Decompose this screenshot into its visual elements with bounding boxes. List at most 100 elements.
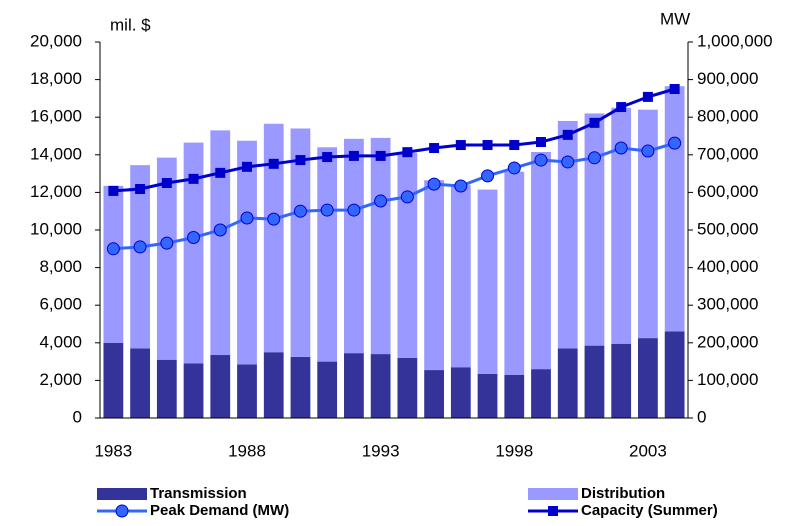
legend-label: Transmission <box>150 485 247 502</box>
point <box>455 140 466 151</box>
point <box>215 167 226 178</box>
bar <box>183 363 204 418</box>
bar <box>611 343 632 418</box>
bar <box>237 140 257 365</box>
x-tick-label: 1988 <box>228 441 266 460</box>
y-tick-label: 14,000 <box>30 144 82 163</box>
bar <box>130 165 150 349</box>
y2-tick-label: 900,000 <box>697 69 758 88</box>
legend-swatch <box>97 488 147 500</box>
x-tick-label: 1993 <box>362 441 400 460</box>
point <box>348 150 359 161</box>
point <box>267 212 281 226</box>
bar <box>584 345 605 418</box>
y2-tick-label: 700,000 <box>697 144 758 163</box>
bar <box>450 184 471 368</box>
bar <box>210 130 231 356</box>
point <box>642 91 653 102</box>
line <box>113 141 676 251</box>
point <box>108 185 119 196</box>
bar <box>531 151 551 370</box>
bar <box>103 342 124 418</box>
y-tick-label: 4,000 <box>39 332 82 351</box>
bar <box>317 147 338 362</box>
bar <box>397 152 418 358</box>
bar <box>263 352 284 418</box>
y-tick-label: 16,000 <box>30 107 82 126</box>
bar <box>557 348 578 418</box>
line <box>113 87 676 193</box>
bar <box>210 355 231 418</box>
point <box>240 211 254 225</box>
bar <box>156 359 177 418</box>
bar <box>370 354 391 418</box>
point <box>427 177 441 191</box>
bar <box>450 367 471 418</box>
bar <box>344 138 364 354</box>
point <box>160 236 174 250</box>
legend-label: Distribution <box>581 485 665 502</box>
point <box>668 136 682 150</box>
point <box>187 231 201 245</box>
point <box>587 151 601 165</box>
bar <box>477 189 498 374</box>
bar <box>130 348 150 418</box>
bar <box>638 338 658 418</box>
y2-tick-label: 300,000 <box>697 295 758 314</box>
bar <box>156 157 177 360</box>
legend-label: Peak Demand (MW) <box>150 502 289 519</box>
point <box>641 144 655 158</box>
y2-axis-label: MW <box>660 9 690 28</box>
y-tick-label: 10,000 <box>30 219 82 238</box>
y-tick-label: 18,000 <box>30 69 82 88</box>
bar <box>504 374 525 418</box>
y2-tick-label: 500,000 <box>697 219 758 238</box>
y-tick-label: 2,000 <box>39 370 82 389</box>
point <box>614 141 628 155</box>
point <box>322 152 333 163</box>
bar <box>103 185 124 343</box>
bar <box>370 137 391 355</box>
legend-swatch <box>528 488 578 500</box>
x-tick-label: 2003 <box>629 441 667 460</box>
bar <box>557 120 578 349</box>
bar <box>504 171 525 375</box>
x-tick-label: 1983 <box>94 441 132 460</box>
legend-marker <box>548 506 558 516</box>
point <box>242 161 252 172</box>
point <box>589 117 600 128</box>
point <box>293 204 307 218</box>
point <box>561 155 575 169</box>
point <box>507 161 521 175</box>
point <box>454 179 468 193</box>
point <box>402 147 413 158</box>
bar <box>664 86 685 332</box>
y2-tick-label: 800,000 <box>697 107 758 126</box>
bar <box>237 364 257 418</box>
bar <box>344 353 364 418</box>
x-tick-label: 1998 <box>495 441 533 460</box>
bar <box>477 373 498 418</box>
y2-tick-label: 400,000 <box>697 257 758 276</box>
bar <box>263 123 284 353</box>
bar <box>584 113 605 346</box>
point <box>161 178 172 188</box>
bar <box>611 107 632 344</box>
point <box>534 153 548 167</box>
bar <box>317 361 338 418</box>
point <box>481 169 495 183</box>
bar <box>397 357 418 418</box>
bar <box>638 109 658 339</box>
point <box>347 203 361 217</box>
y2-tick-label: 1,000,000 <box>697 31 773 50</box>
point <box>268 158 279 169</box>
point <box>562 129 573 140</box>
bar <box>664 331 685 418</box>
point <box>429 143 440 154</box>
point <box>133 240 147 254</box>
point <box>295 155 306 166</box>
point <box>106 242 120 256</box>
y-axis-label: mil. $ <box>110 15 151 34</box>
